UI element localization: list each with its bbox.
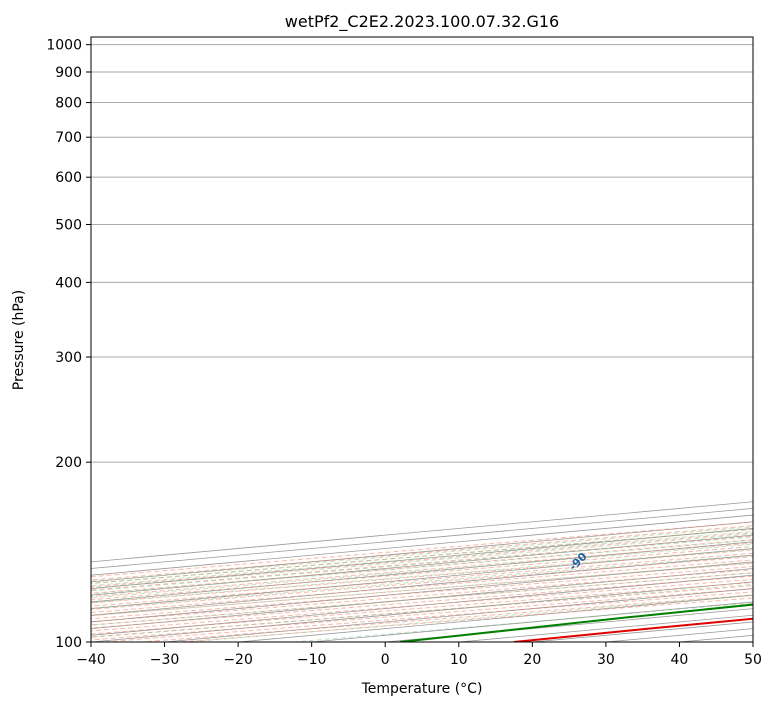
moist-adiabat-line	[91, 536, 753, 592]
x-axis-ticks: −40 −30 −20 −10 0 10 20 30 40 50	[76, 642, 762, 668]
x-tick-label: −10	[297, 652, 327, 668]
x-tick-label: −30	[150, 652, 180, 668]
y-axis-ticks: 100 200 300 400 500 600 700 800 900 1000	[46, 38, 91, 651]
isotherm-lines	[91, 501, 753, 642]
isotherm-line	[91, 528, 753, 589]
dry-adiabat-line	[91, 525, 753, 581]
y-tick-label: 500	[55, 217, 82, 233]
isotherm-line	[91, 541, 753, 603]
dry-adiabat-line	[91, 542, 753, 598]
dry-adiabat-line	[91, 539, 753, 594]
x-tick-label: −40	[76, 652, 106, 668]
moist-adiabat-lines	[91, 526, 753, 642]
plot-frame	[90, 36, 754, 643]
dry-adiabat-line	[91, 549, 753, 604]
moist-adiabat-line	[91, 572, 753, 626]
temperature-line	[513, 617, 753, 642]
y-tick-label: 200	[55, 455, 82, 471]
x-tick-label: 40	[671, 652, 689, 668]
dry-adiabat-line	[91, 562, 753, 617]
isotherm-line	[91, 568, 753, 630]
isotherm-line	[164, 588, 753, 642]
isotherm-line	[752, 641, 753, 642]
y-tick-label: 1000	[46, 38, 82, 54]
x-tick-label: 50	[744, 652, 762, 668]
x-tick-label: 20	[523, 652, 541, 668]
y-tick-label: 900	[55, 65, 82, 81]
pressure-gridlines	[91, 44, 753, 642]
y-axis-label: Pressure (hPa)	[11, 290, 27, 390]
moist-adiabat-line	[91, 548, 753, 603]
dry-adiabat-line	[178, 597, 753, 642]
chart-title: wetPf2_C2E2.2023.100.07.32.G16	[285, 12, 559, 32]
moist-adiabat-line	[91, 533, 753, 589]
dry-adiabat-line	[91, 545, 753, 601]
x-tick-label: 10	[450, 652, 468, 668]
dry-adiabat-line	[91, 521, 753, 578]
isotherm-line	[91, 521, 753, 583]
y-tick-label: 400	[55, 275, 82, 291]
isotherm-line	[91, 508, 753, 569]
isotherm-line	[91, 501, 753, 563]
x-tick-label: 30	[597, 652, 615, 668]
dry-adiabat-line	[91, 559, 753, 613]
dry-adiabat-line	[91, 556, 753, 610]
y-tick-label: 700	[55, 130, 82, 146]
isotherm-line	[91, 554, 753, 616]
x-tick-label: 0	[381, 652, 390, 668]
y-tick-label: 600	[55, 170, 82, 186]
dry-adiabat-line	[91, 578, 753, 632]
dry-adiabat-line	[91, 572, 753, 626]
moist-adiabat-line	[91, 554, 753, 609]
y-tick-label: 300	[55, 350, 82, 366]
isotherm-line	[91, 561, 753, 623]
moist-adiabat-line	[293, 602, 753, 642]
moist-adiabat-line	[91, 543, 753, 599]
moist-adiabat-line	[91, 528, 753, 584]
x-axis-label: Temperature (°C)	[361, 681, 483, 697]
dry-adiabat-line	[91, 565, 753, 620]
moist-adiabat-line	[91, 562, 753, 617]
isotherm-line	[91, 548, 753, 610]
y-tick-label: 100	[55, 635, 82, 651]
dry-adiabat-lines	[91, 521, 753, 642]
dry-adiabat-line	[91, 582, 753, 635]
isotherm-line	[91, 534, 753, 596]
dry-adiabat-line	[91, 552, 753, 607]
dry-adiabat-line	[91, 532, 753, 588]
dry-adiabat-line	[91, 535, 753, 591]
x-tick-label: −20	[223, 652, 253, 668]
isotherm-line	[91, 581, 753, 642]
moist-adiabat-line	[91, 539, 753, 595]
moist-adiabat-line	[91, 530, 753, 587]
moist-adiabat-line	[91, 526, 753, 582]
y-tick-label: 800	[55, 96, 82, 112]
dry-adiabat-line	[91, 528, 753, 584]
dry-adiabat-line	[91, 569, 753, 623]
isotherm-line	[91, 514, 753, 576]
dry-adiabat-line	[91, 575, 753, 629]
